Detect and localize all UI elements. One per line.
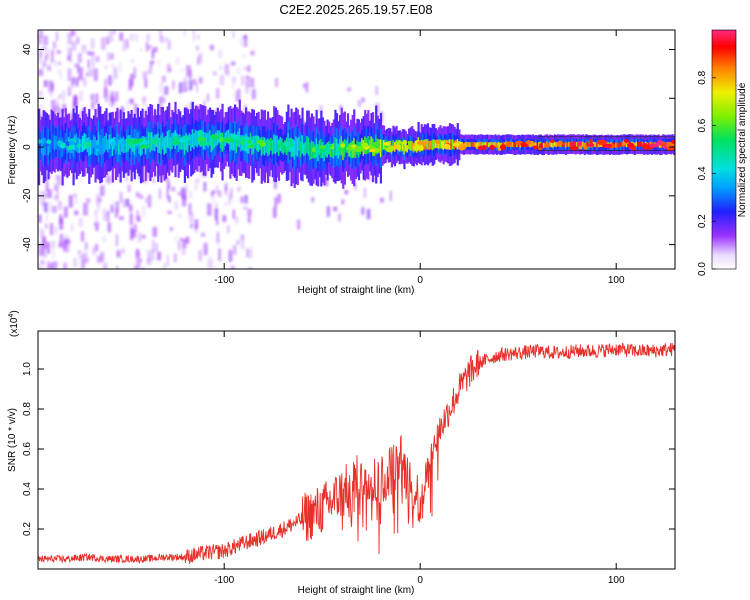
colorbar-ticks: 0.0 0.2 0.4 0.6 0.8 [697, 70, 716, 276]
spectrogram-ytick-label: 0 [22, 144, 33, 150]
spectrogram-frame [37, 29, 676, 270]
spectrogram-xtick-label: 0 [417, 275, 423, 286]
snr-scale-label: (x104) [8, 310, 20, 337]
snr-chart: -100 0 100 0.2 0.4 0.6 0.8 1.0 Height of straig… [7, 310, 676, 596]
spectrogram-band [38, 99, 675, 189]
snr-ytick-label: 0.8 [22, 402, 33, 416]
colorbar-gradient [711, 29, 737, 270]
colorbar-tick-label: 0.4 [697, 166, 708, 180]
colorbar-tick-label: 0.8 [697, 70, 708, 84]
snr-scale-exponent: 4 [8, 314, 15, 318]
figure-title: C2E2.2025.265.19.57.E08 [279, 2, 432, 17]
spectrogram-image [38, 30, 675, 269]
spectrogram-xtick-label: -100 [214, 275, 234, 286]
colorbar: 0.0 0.2 0.4 0.6 0.8 Normalized spectral ampl… [697, 29, 748, 276]
colorbar-tick-label: 0.0 [697, 262, 708, 276]
spectrogram-ytick-label: -20 [22, 188, 33, 203]
colorbar-tick-label: 0.6 [697, 118, 708, 132]
snr-xtick-label: 100 [608, 575, 625, 586]
snr-ylabel: SNR (10 * v/v) [7, 408, 18, 472]
colorbar-label: Normalized spectral amplitude [737, 82, 748, 217]
snr-ytick-label: 0.4 [22, 482, 33, 496]
spectrogram-xtick-label: 100 [608, 275, 625, 286]
snr-ticks: -100 0 100 0.2 0.4 0.6 0.8 1.0 [22, 331, 675, 586]
snr-scale-text: (x104) [8, 310, 20, 337]
spectrogram-chart: -100 0 100 -40 -20 0 20 40 Height of straight l… [7, 29, 676, 296]
snr-ytick-label: 0.2 [22, 522, 33, 536]
snr-ytick-label: 1.0 [22, 362, 33, 376]
snr-ytick-label: 0.6 [22, 442, 33, 456]
spectrogram-ticks: -100 0 100 -40 -20 0 20 40 [22, 30, 675, 286]
snr-xtick-label: -100 [214, 575, 234, 586]
spectrogram-ytick-label: -40 [22, 237, 33, 252]
spectrogram-xlabel: Height of straight line (km) [298, 285, 415, 296]
spectrogram-ylabel: Frequency (Hz) [7, 116, 18, 185]
snr-xlabel: Height of straight line (km) [298, 585, 415, 596]
snr-scale-close: ) [9, 310, 20, 313]
snr-series-line [38, 342, 675, 565]
colorbar-tick-label: 0.2 [697, 214, 708, 228]
spectrogram-ytick-label: 40 [22, 44, 33, 56]
snr-scale-base: (x10 [9, 317, 20, 337]
snr-frame [37, 330, 676, 570]
snr-xtick-label: 0 [417, 575, 423, 586]
spectrogram-ytick-label: 20 [22, 92, 33, 104]
snr-plot-bg [38, 331, 675, 569]
